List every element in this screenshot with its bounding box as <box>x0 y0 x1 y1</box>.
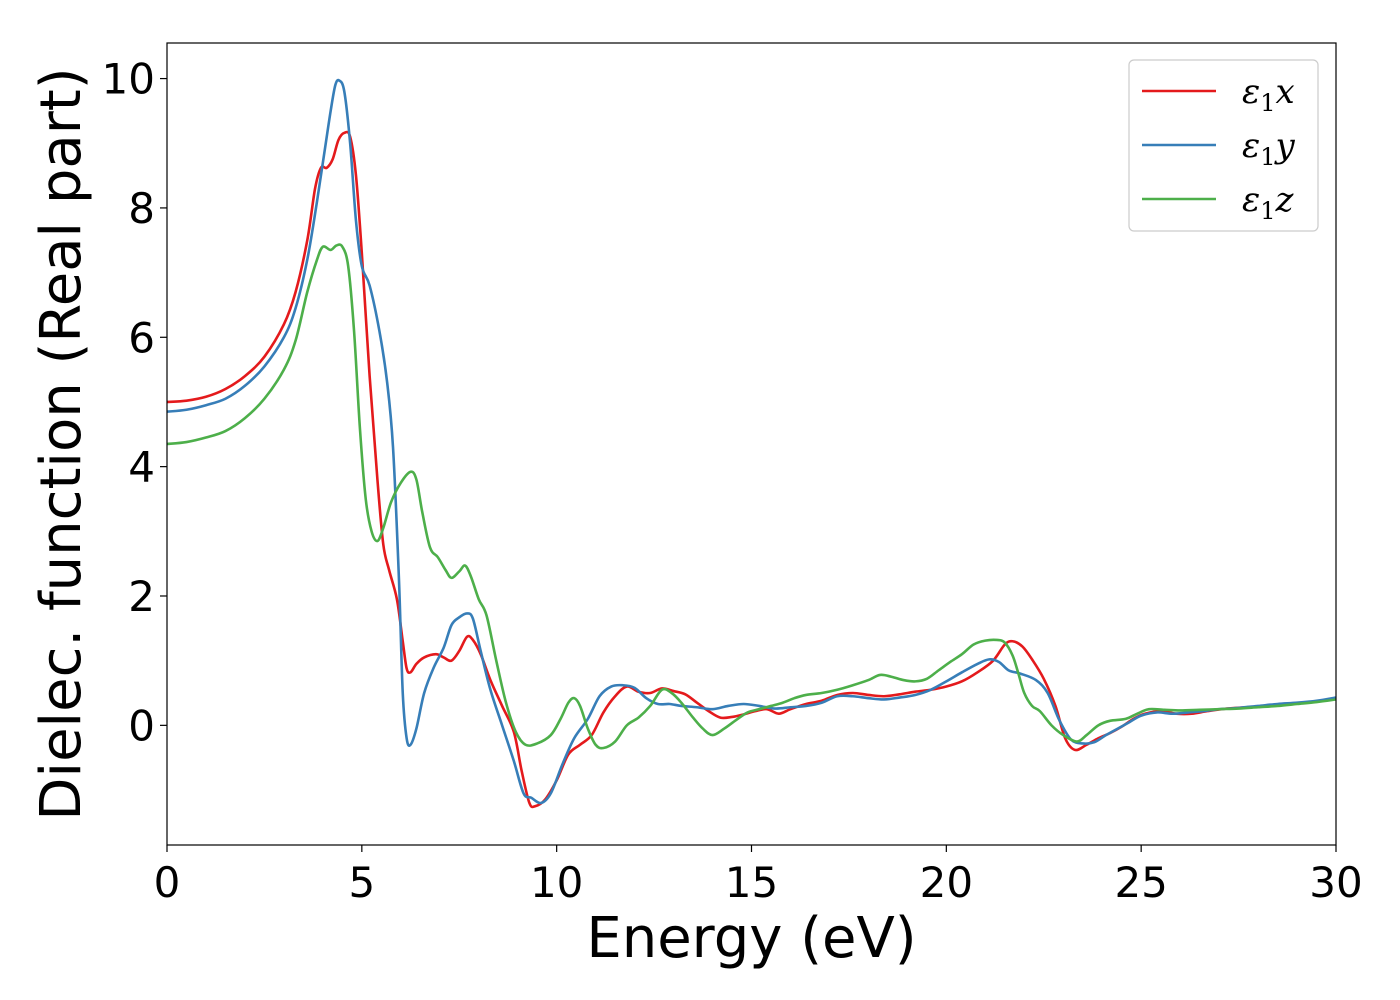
x-tick-label: 10 <box>530 858 583 907</box>
legend-subscript: 1 <box>1260 143 1275 171</box>
legend-base: ε <box>1242 180 1260 220</box>
legend-base: ε <box>1242 126 1260 166</box>
y-tick-label: 0 <box>128 701 155 750</box>
x-tick-label: 30 <box>1309 858 1362 907</box>
legend-variable: x <box>1276 72 1295 112</box>
x-tick-label: 20 <box>920 858 973 907</box>
y-tick-label: 2 <box>128 572 155 621</box>
series-line-z <box>167 243 1336 750</box>
legend-entry-x: ε1x <box>1242 72 1295 117</box>
legend-entry-z: ε1z <box>1242 180 1295 225</box>
legend-variable: z <box>1275 180 1295 220</box>
x-tick-label: 0 <box>154 858 181 907</box>
legend-subscript: 1 <box>1260 89 1275 117</box>
x-tick-label: 5 <box>348 858 375 907</box>
legend-base: ε <box>1242 72 1260 112</box>
legend-entry-y: ε1y <box>1242 126 1296 171</box>
series-line-y <box>167 78 1336 805</box>
series-layer <box>167 78 1336 809</box>
y-tick-label: 6 <box>128 313 155 362</box>
legend-subscript: 1 <box>1260 197 1275 225</box>
y-tick-label: 10 <box>102 55 155 104</box>
y-tick-label: 4 <box>128 443 155 492</box>
x-axis-label: Energy (eV) <box>586 906 916 971</box>
x-tick-label: 15 <box>725 858 778 907</box>
ticks-layer: 0 5 10 15 20 25 30 0 2 4 6 8 10 <box>102 55 1363 907</box>
legend-box <box>1128 59 1319 232</box>
legend-variable: y <box>1274 126 1296 166</box>
y-tick-label: 8 <box>128 184 155 233</box>
y-axis-label: Dielec. function (Real part) <box>29 67 94 820</box>
x-tick-label: 25 <box>1114 858 1167 907</box>
